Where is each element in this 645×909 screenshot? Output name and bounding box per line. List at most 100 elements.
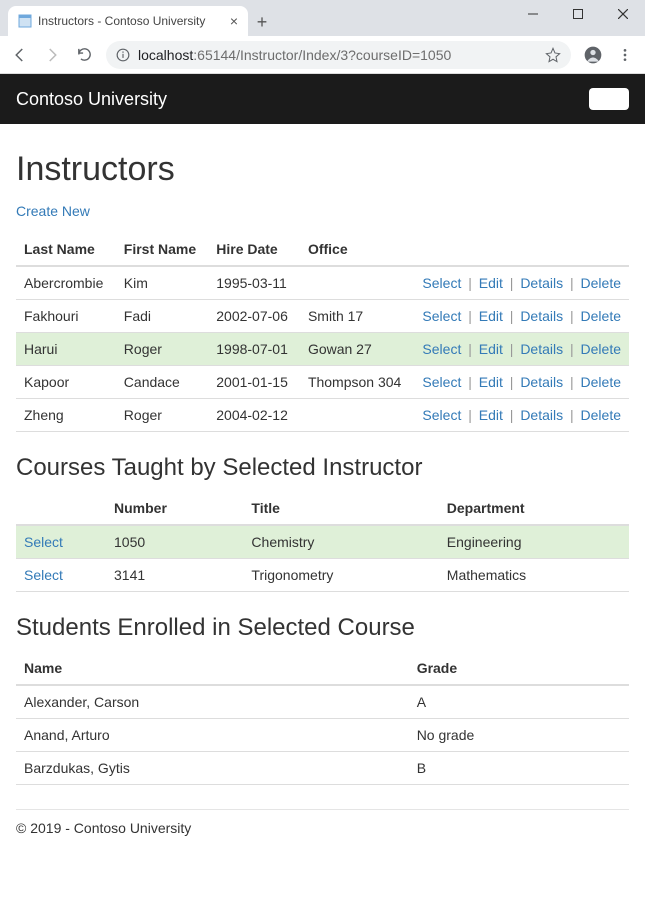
edit-link[interactable]: Edit (479, 407, 503, 423)
col-office: Office (300, 233, 414, 266)
instructor-row: KapoorCandace2001-01-15Thompson 304Selec… (16, 366, 629, 399)
url-host: localhost (138, 47, 193, 63)
delete-link[interactable]: Delete (581, 275, 621, 291)
tab-title: Instructors - Contoso University (38, 14, 224, 28)
col-title: Title (243, 492, 438, 525)
address-bar[interactable]: localhost:65144/Instructor/Index/3?cours… (106, 41, 571, 69)
bookmark-icon[interactable] (545, 47, 561, 63)
cell-last-name: Zheng (16, 399, 116, 432)
window-maximize-button[interactable] (555, 0, 600, 28)
delete-link[interactable]: Delete (581, 374, 621, 390)
cell-first-name: Fadi (116, 300, 208, 333)
window-close-button[interactable] (600, 0, 645, 28)
reload-button[interactable] (70, 41, 98, 69)
action-separator: | (461, 374, 478, 390)
instructor-row: FakhouriFadi2002-07-06Smith 17Select | E… (16, 300, 629, 333)
select-link[interactable]: Select (422, 341, 461, 357)
cell-actions: Select | Edit | Details | Delete (414, 399, 629, 432)
instructor-row: HaruiRoger1998-07-01Gowan 27Select | Edi… (16, 333, 629, 366)
cell-last-name: Abercrombie (16, 266, 116, 300)
select-link[interactable]: Select (422, 275, 461, 291)
site-info-icon[interactable] (116, 48, 130, 62)
action-separator: | (461, 341, 478, 357)
tab-close-icon[interactable]: × (230, 13, 238, 29)
select-course-link[interactable]: Select (24, 534, 63, 550)
select-link[interactable]: Select (422, 407, 461, 423)
student-row: Anand, ArturoNo grade (16, 719, 629, 752)
delete-link[interactable]: Delete (581, 407, 621, 423)
select-course-link[interactable]: Select (24, 567, 63, 583)
cell-grade: A (409, 685, 629, 719)
action-separator: | (563, 308, 580, 324)
action-separator: | (563, 407, 580, 423)
col-grade: Grade (409, 652, 629, 685)
cell-grade: B (409, 752, 629, 785)
col-number: Number (106, 492, 243, 525)
col-first-name: First Name (116, 233, 208, 266)
select-link[interactable]: Select (422, 374, 461, 390)
edit-link[interactable]: Edit (479, 341, 503, 357)
courses-heading: Courses Taught by Selected Instructor (16, 454, 629, 482)
cell-department: Mathematics (439, 559, 629, 592)
back-button[interactable] (6, 41, 34, 69)
forward-button[interactable] (38, 41, 66, 69)
students-table: Name Grade Alexander, CarsonAAnand, Artu… (16, 652, 629, 785)
student-row: Barzdukas, GytisB (16, 752, 629, 785)
cell-office: Thompson 304 (300, 366, 414, 399)
courses-table: Number Title Department Select1050Chemis… (16, 492, 629, 592)
col-select (16, 492, 106, 525)
edit-link[interactable]: Edit (479, 308, 503, 324)
col-hire-date: Hire Date (208, 233, 300, 266)
instructor-row: AbercrombieKim1995-03-11Select | Edit | … (16, 266, 629, 300)
create-new-link[interactable]: Create New (16, 203, 90, 219)
students-heading: Students Enrolled in Selected Course (16, 614, 629, 642)
student-row: Alexander, CarsonA (16, 685, 629, 719)
window-minimize-button[interactable] (510, 0, 555, 28)
details-link[interactable]: Details (520, 341, 563, 357)
select-link[interactable]: Select (422, 308, 461, 324)
cell-name: Alexander, Carson (16, 685, 409, 719)
page-title: Instructors (16, 150, 629, 189)
delete-link[interactable]: Delete (581, 308, 621, 324)
cell-actions: Select | Edit | Details | Delete (414, 333, 629, 366)
cell-hire-date: 1995-03-11 (208, 266, 300, 300)
cell-title: Trigonometry (243, 559, 438, 592)
navbar-right-placeholder (589, 88, 629, 110)
action-separator: | (563, 275, 580, 291)
delete-link[interactable]: Delete (581, 341, 621, 357)
edit-link[interactable]: Edit (479, 374, 503, 390)
col-name: Name (16, 652, 409, 685)
action-separator: | (503, 308, 520, 324)
col-last-name: Last Name (16, 233, 116, 266)
cell-last-name: Kapoor (16, 366, 116, 399)
course-row: Select3141TrigonometryMathematics (16, 559, 629, 592)
profile-icon[interactable] (579, 41, 607, 69)
instructors-table: Last Name First Name Hire Date Office Ab… (16, 233, 629, 432)
col-department: Department (439, 492, 629, 525)
cell-hire-date: 1998-07-01 (208, 333, 300, 366)
action-separator: | (461, 407, 478, 423)
cell-grade: No grade (409, 719, 629, 752)
details-link[interactable]: Details (520, 275, 563, 291)
cell-actions: Select | Edit | Details | Delete (414, 300, 629, 333)
cell-last-name: Harui (16, 333, 116, 366)
cell-hire-date: 2004-02-12 (208, 399, 300, 432)
details-link[interactable]: Details (520, 374, 563, 390)
details-link[interactable]: Details (520, 407, 563, 423)
browser-toolbar: localhost:65144/Instructor/Index/3?cours… (0, 36, 645, 74)
cell-office (300, 399, 414, 432)
brand-link[interactable]: Contoso University (16, 89, 167, 110)
action-separator: | (461, 308, 478, 324)
cell-office (300, 266, 414, 300)
cell-first-name: Kim (116, 266, 208, 300)
new-tab-button[interactable]: + (248, 8, 276, 36)
details-link[interactable]: Details (520, 308, 563, 324)
action-separator: | (563, 341, 580, 357)
edit-link[interactable]: Edit (479, 275, 503, 291)
browser-tab[interactable]: Instructors - Contoso University × (8, 6, 248, 36)
menu-icon[interactable] (611, 41, 639, 69)
window-controls (510, 0, 645, 28)
cell-office: Gowan 27 (300, 333, 414, 366)
url-path: /Instructor/Index/3?courseID=1050 (236, 47, 451, 63)
action-separator: | (503, 275, 520, 291)
